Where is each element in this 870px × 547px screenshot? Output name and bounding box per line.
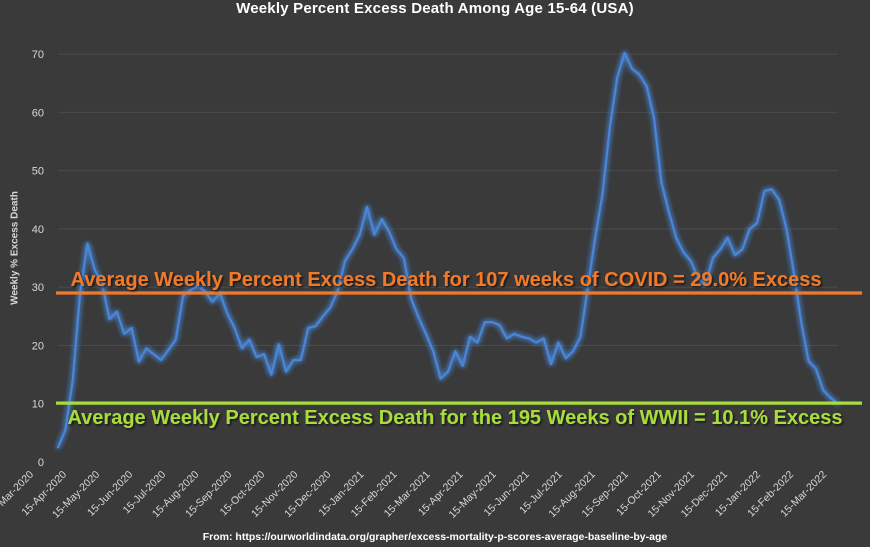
y-tick-label: 60 — [32, 107, 44, 119]
chart-title: Weekly Percent Excess Death Among Age 15… — [236, 0, 634, 17]
y-tick-label: 50 — [32, 166, 44, 178]
y-tick-label: 10 — [32, 399, 44, 411]
y-tick-label: 0 — [38, 457, 44, 469]
covid-average-label: Average Weekly Percent Excess Death for … — [71, 269, 822, 291]
y-tick-label: 20 — [32, 340, 44, 352]
y-tick-label: 40 — [32, 224, 44, 236]
y-tick-label: 70 — [32, 49, 44, 61]
y-tick-label: 30 — [32, 282, 44, 294]
source-note: From: https://ourworldindata.org/grapher… — [202, 531, 668, 543]
wwii-average-label: Average Weekly Percent Excess Death for … — [67, 407, 842, 429]
